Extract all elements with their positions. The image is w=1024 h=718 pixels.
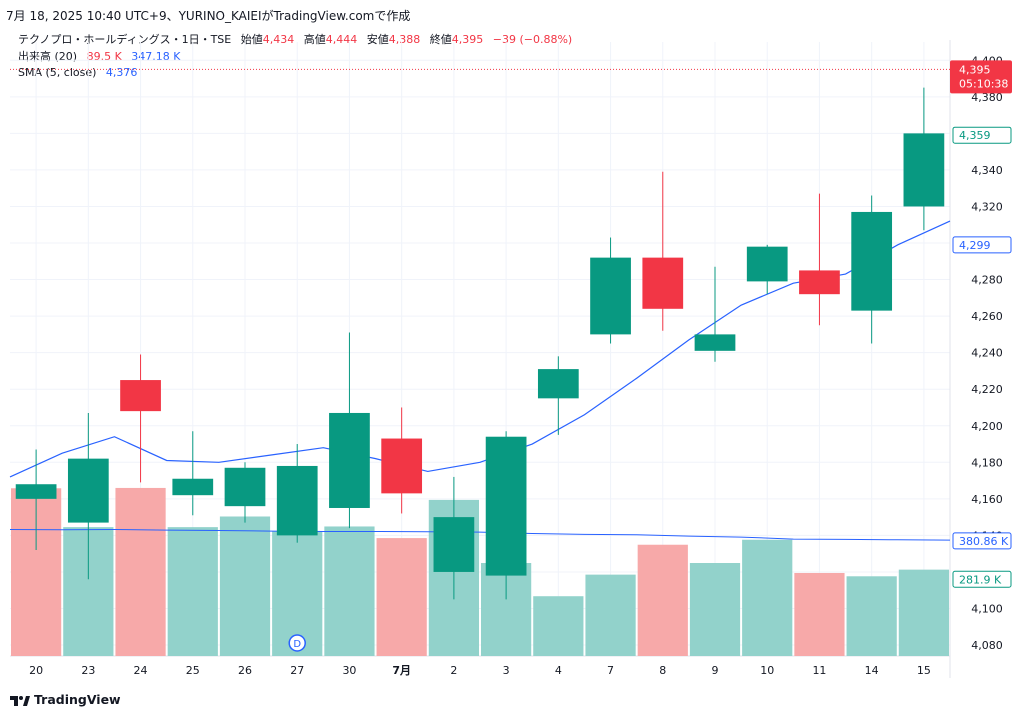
y-tick-label: 4,240 [971,347,1003,360]
volume-bar [167,527,218,656]
candle-body [746,246,788,282]
candle-body [590,257,631,335]
y-tick-label: 4,260 [971,310,1003,323]
candle-body [67,458,109,523]
price-scale-badge [952,532,1012,550]
price-scale-badge-value: 281.9 K [959,573,1002,586]
symbol-label[interactable]: テクノプロ・ホールディングス・1日・TSE [18,33,232,46]
candle-body [537,369,579,399]
volume-bar [794,572,845,656]
candle-body [120,380,161,412]
y-tick-label: 4,380 [971,91,1003,104]
candle-body [642,257,684,309]
last-price-badge [950,60,1012,94]
volume-bar [742,539,793,656]
volume-label: 出来高 (20) [18,49,78,63]
volume-bar [637,544,688,656]
candle-body [799,270,840,295]
dividend-marker-label: D [293,639,301,650]
y-tick-label: 4,180 [971,456,1003,469]
close-label: 終値 [429,33,452,46]
volume-bar [585,574,636,656]
x-tick-label: 30 [342,664,356,677]
x-tick-label: 15 [917,664,931,677]
sma-value: 4,376 [105,66,138,79]
x-tick-label: 2 [450,664,457,677]
open-label: 始値 [240,33,263,46]
volume-value: 89.5 K [86,49,122,63]
x-tick-label: 24 [134,664,148,677]
candle-body [276,465,318,536]
candle-body [851,211,893,311]
candle-body [903,133,945,207]
volume-bar [533,596,584,656]
snapshot-caption: 7月 18, 2025 10:40 UTC+9、YURINO_KAIEIがTra… [6,9,411,23]
price-scale-badge-value: 380.86 K [959,535,1009,548]
y-tick-label: 4,280 [971,274,1003,287]
x-tick-label: 11 [812,664,826,677]
x-tick-label: 7 [607,664,614,677]
change-value: −39 (−0.88%) [492,33,573,46]
y-tick-label: 4,080 [971,639,1003,652]
candle-body [329,412,370,508]
volume-bar [376,538,427,656]
candle-body [15,484,57,499]
x-tick-label: 10 [760,664,774,677]
volume-bar [898,569,949,656]
x-tick-label: 14 [865,664,879,677]
price-scale-badge [952,126,1012,144]
candle-body [485,436,527,576]
candle-body [224,467,266,507]
candle-body [172,478,214,496]
close-value: 4,395 [451,33,484,46]
price-scale-badge-value: 4,359 [959,129,991,142]
volume-bar [219,516,271,656]
candle-body [433,517,475,572]
x-tick-label: 7月 [392,664,411,677]
volume-ma-value: 347.18 K [131,49,181,63]
volume-legend-row[interactable]: 出来高 (20) 89.5 K 347.18 K [18,49,572,66]
high-label: 高値 [303,33,326,46]
x-tick-label: 9 [712,664,719,677]
candle-body [381,438,423,494]
x-tick-label: 27 [290,664,304,677]
tradingview-logo-icon [10,695,30,706]
sma-line [9,220,951,478]
y-tick-label: 4,160 [971,493,1003,506]
low-value: 4,388 [388,33,421,46]
x-tick-label: 26 [238,664,252,677]
price-scale-badge [952,236,1012,254]
volume-bar [846,576,897,656]
y-tick-label: 4,100 [971,602,1003,615]
volume-bar [115,487,166,656]
last-price-badge-value: 4,395 [959,63,991,76]
y-tick-label: 4,220 [971,383,1003,396]
ohlc-legend-row: テクノプロ・ホールディングス・1日・TSE 始値4,434 高値4,444 安値… [18,32,572,49]
open-value: 4,434 [262,33,295,46]
price-chart[interactable]: D4,0804,1004,1404,1604,1804,2004,2204,24… [0,0,1024,690]
price-scale-badge-value: 4,299 [959,239,991,252]
price-scale-badge [952,570,1012,588]
brand-name: TradingView [34,692,121,707]
x-tick-label: 23 [81,664,95,677]
x-tick-label: 20 [29,664,43,677]
y-tick-label: 4,320 [971,200,1003,213]
x-tick-label: 4 [555,664,562,677]
volume-bar [324,526,375,656]
low-label: 安値 [366,33,389,46]
countdown-timer: 05:10:38 [959,77,1008,90]
chart-legend: テクノプロ・ホールディングス・1日・TSE 始値4,434 高値4,444 安値… [18,32,572,82]
dividend-marker-icon [288,634,306,652]
tradingview-brand[interactable]: TradingView [10,692,121,707]
x-tick-label: 8 [659,664,666,677]
y-tick-label: 4,340 [971,164,1003,177]
y-tick-label: 4,200 [971,420,1003,433]
volume-ma-line [9,528,951,541]
volume-bar [689,563,741,656]
x-tick-label: 3 [503,664,510,677]
candle-body [694,334,736,351]
x-tick-label: 25 [186,664,200,677]
